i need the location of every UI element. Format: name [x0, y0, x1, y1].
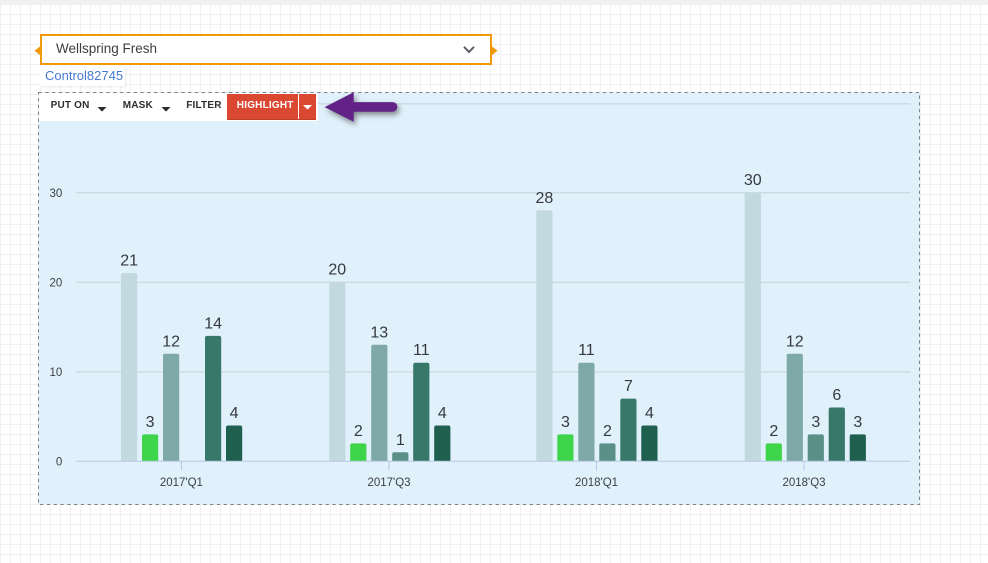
svg-text:4: 4	[645, 405, 654, 422]
svg-text:14: 14	[204, 315, 222, 332]
svg-text:7: 7	[624, 378, 633, 395]
svg-text:2017'Q3: 2017'Q3	[367, 477, 410, 489]
svg-text:10: 10	[50, 367, 63, 379]
svg-text:2018'Q1: 2018'Q1	[575, 477, 618, 489]
svg-text:28: 28	[536, 190, 554, 207]
svg-text:13: 13	[370, 324, 388, 341]
svg-text:30: 30	[744, 172, 762, 189]
svg-text:2: 2	[603, 423, 612, 440]
svg-text:2017'Q1: 2017'Q1	[160, 477, 203, 489]
svg-text:30: 30	[50, 188, 63, 200]
svg-text:11: 11	[413, 342, 430, 359]
svg-text:3: 3	[561, 414, 570, 431]
svg-text:4: 4	[230, 405, 239, 422]
svg-text:12: 12	[162, 333, 180, 350]
svg-text:4: 4	[438, 405, 447, 422]
svg-text:12: 12	[786, 333, 804, 350]
svg-text:0: 0	[56, 456, 62, 468]
svg-text:21: 21	[120, 253, 138, 270]
svg-text:2: 2	[769, 423, 778, 440]
svg-text:11: 11	[578, 342, 595, 359]
svg-text:3: 3	[146, 414, 155, 431]
svg-text:1: 1	[396, 432, 405, 449]
svg-text:6: 6	[832, 387, 841, 404]
svg-text:3: 3	[811, 414, 820, 431]
svg-text:3: 3	[853, 414, 862, 431]
svg-text:2: 2	[354, 423, 363, 440]
svg-text:20: 20	[328, 262, 346, 279]
svg-text:20: 20	[50, 277, 63, 289]
svg-text:2018'Q3: 2018'Q3	[782, 477, 825, 489]
